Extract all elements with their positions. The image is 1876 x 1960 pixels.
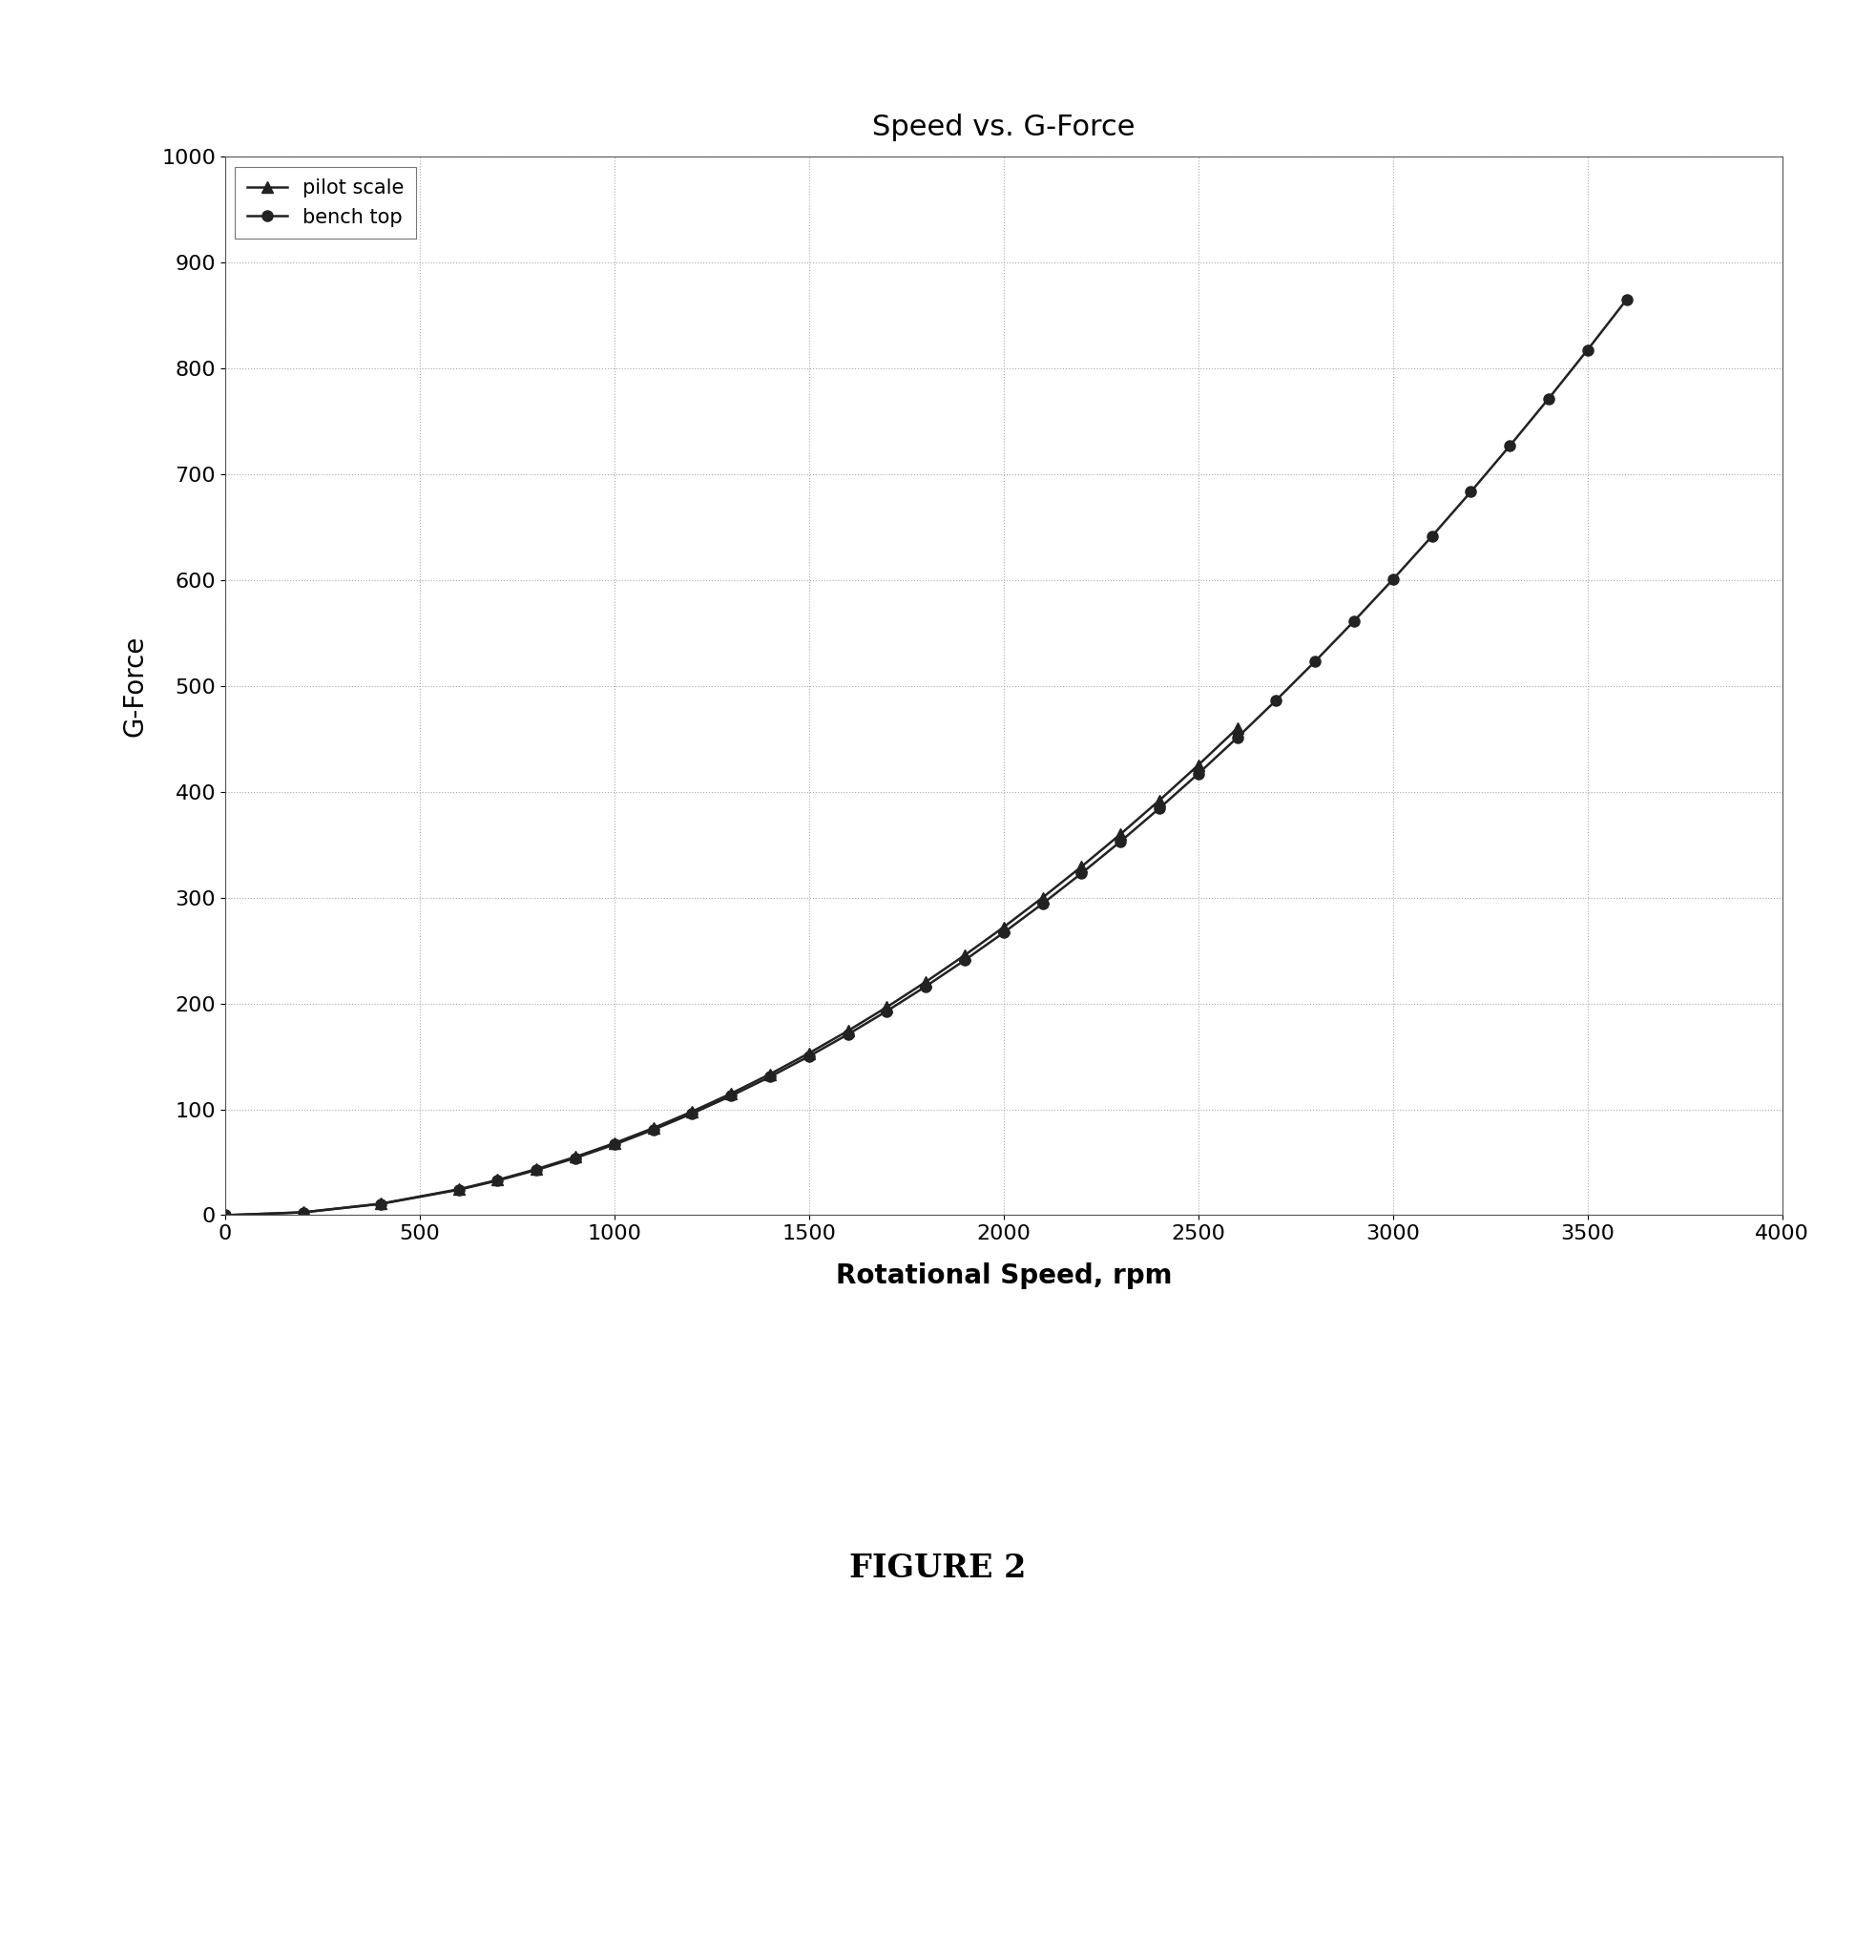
bench top — [642, 1117, 664, 1141]
bench top — [525, 1158, 548, 1182]
bench top — [291, 1201, 313, 1225]
bench top — [602, 1133, 625, 1156]
bench top — [1148, 796, 1171, 819]
bench top — [992, 921, 1015, 945]
pilot scale — [1069, 855, 1092, 878]
Line: bench top: bench top — [219, 294, 1632, 1221]
bench top — [446, 1178, 469, 1201]
bench top — [720, 1084, 743, 1107]
pilot scale — [1148, 788, 1171, 811]
bench top — [565, 1147, 587, 1170]
pilot scale — [642, 1117, 664, 1141]
bench top — [1381, 568, 1403, 592]
bench top — [837, 1023, 859, 1047]
X-axis label: Rotational Speed, rpm: Rotational Speed, rpm — [835, 1262, 1172, 1290]
bench top — [370, 1192, 392, 1215]
pilot scale — [214, 1203, 236, 1227]
pilot scale — [1188, 753, 1210, 776]
pilot scale — [370, 1192, 392, 1215]
bench top — [1615, 288, 1638, 312]
bench top — [1460, 480, 1482, 504]
bench top — [1264, 688, 1287, 711]
bench top — [1188, 762, 1210, 786]
bench top — [214, 1203, 236, 1227]
bench top — [797, 1045, 820, 1068]
Legend: pilot scale, bench top: pilot scale, bench top — [234, 167, 416, 239]
bench top — [1304, 649, 1326, 672]
bench top — [1069, 862, 1092, 886]
pilot scale — [681, 1100, 704, 1123]
pilot scale — [486, 1168, 508, 1192]
bench top — [914, 974, 936, 998]
bench top — [758, 1064, 780, 1088]
pilot scale — [876, 996, 899, 1019]
pilot scale — [565, 1145, 587, 1168]
Title: Speed vs. G-Force: Speed vs. G-Force — [872, 114, 1135, 141]
bench top — [681, 1102, 704, 1125]
pilot scale — [602, 1131, 625, 1154]
pilot scale — [446, 1178, 469, 1201]
Line: pilot scale: pilot scale — [219, 723, 1242, 1221]
pilot scale — [953, 943, 976, 966]
bench top — [1420, 525, 1443, 549]
pilot scale — [1227, 717, 1249, 741]
bench top — [486, 1168, 508, 1192]
pilot scale — [1032, 886, 1054, 909]
bench top — [1538, 386, 1561, 410]
bench top — [953, 949, 976, 972]
pilot scale — [758, 1062, 780, 1086]
pilot scale — [291, 1201, 313, 1225]
bench top — [1109, 829, 1131, 853]
bench top — [1227, 725, 1249, 749]
bench top — [1343, 610, 1366, 633]
pilot scale — [992, 915, 1015, 939]
pilot scale — [525, 1156, 548, 1180]
bench top — [1576, 337, 1598, 361]
pilot scale — [837, 1019, 859, 1043]
pilot scale — [914, 970, 936, 994]
Y-axis label: G-Force: G-Force — [122, 635, 148, 737]
bench top — [1032, 892, 1054, 915]
pilot scale — [1109, 823, 1131, 847]
bench top — [1499, 435, 1521, 459]
pilot scale — [797, 1041, 820, 1064]
bench top — [876, 1000, 899, 1023]
Text: FIGURE 2: FIGURE 2 — [850, 1552, 1026, 1584]
pilot scale — [720, 1082, 743, 1105]
